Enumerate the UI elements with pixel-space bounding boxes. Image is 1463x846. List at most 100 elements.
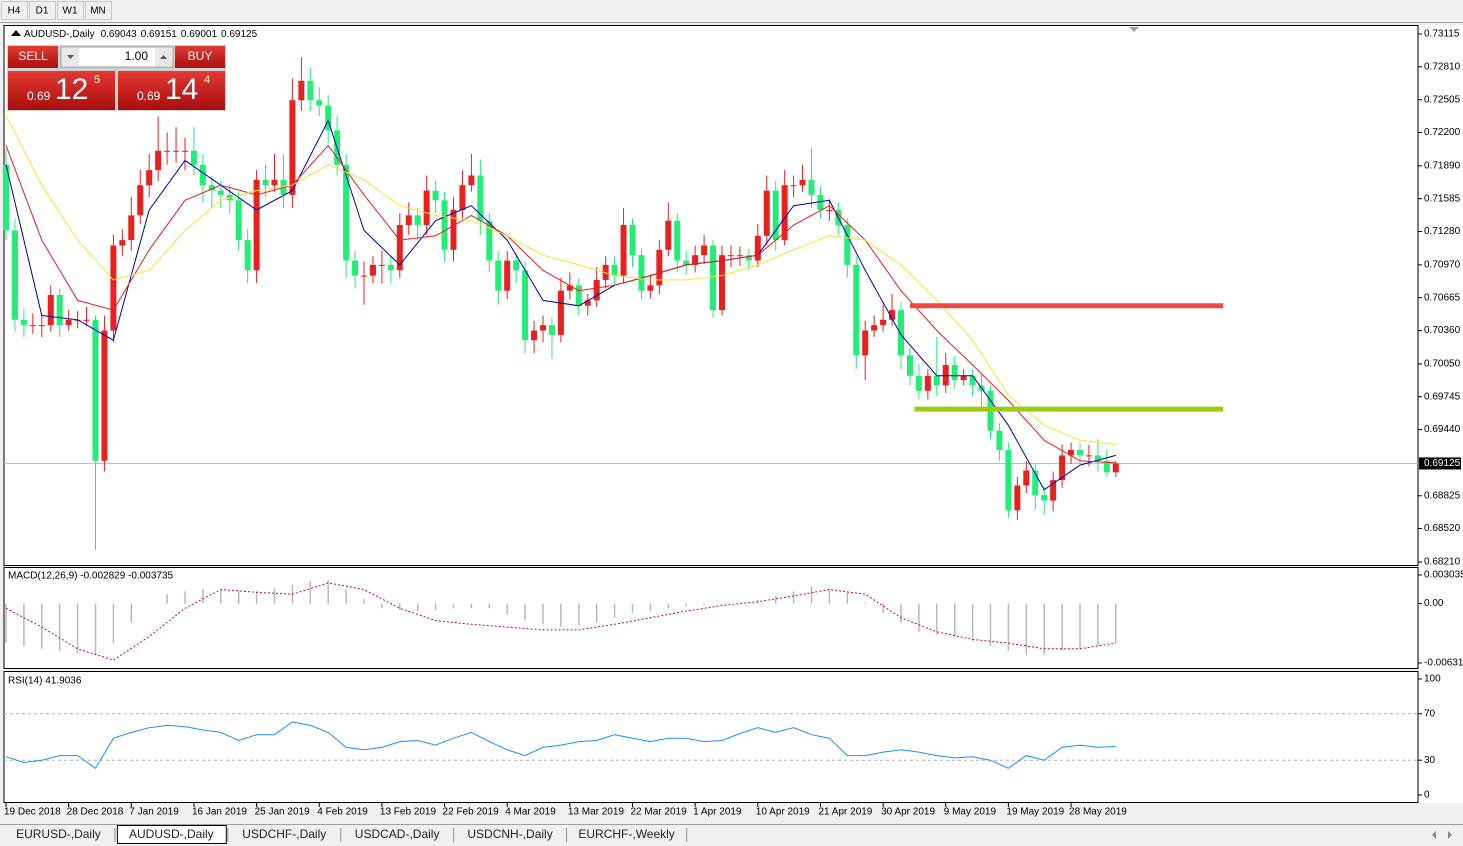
candle-body [396,225,403,271]
candle-body [137,185,144,216]
arrow-up [160,55,167,59]
date-label: 21 Apr 2019 [818,807,872,818]
date-label: 19 Dec 2018 [4,807,61,818]
lot-value: 1.00 [125,49,149,63]
lot-input[interactable] [60,46,174,68]
candle-body [745,255,752,261]
candle-body [47,295,54,326]
candle-body [441,200,448,250]
moving-average [5,115,1116,446]
y-tick-label: 0.68210 [1424,557,1461,568]
tab[interactable] [456,826,565,845]
sell-price-pips: 12 [55,73,88,106]
tab[interactable] [343,826,453,845]
candle-body [486,220,493,261]
candle-body [128,215,135,241]
sell-label: SELL [18,49,48,63]
timeframe-button[interactable] [57,1,84,20]
candle-body [369,264,376,276]
timeframe-button[interactable] [29,1,56,20]
sell-price-box[interactable] [8,71,115,110]
candle-body [504,260,511,291]
candle-body [1103,460,1110,473]
date-label: 1 Apr 2019 [693,807,742,818]
y-tick-label: 0.68520 [1424,523,1461,534]
candle-body [996,430,1003,451]
timeframe-label: D1 [36,6,49,17]
candle-body [289,100,296,195]
candle-body [199,164,206,186]
buy-price-box[interactable] [118,71,225,110]
candle-body [414,215,421,226]
candle-body [1050,480,1057,501]
rsi-y-tick-label: 70 [1424,708,1436,719]
tab-label: USDCNH-,Daily [467,827,552,841]
y-tick-label: 0.72810 [1424,61,1461,72]
low-value: 0.69001 [181,29,218,40]
tab-scroll-arrows[interactable] [1432,831,1452,839]
candle-body [190,150,197,165]
rsi-line [5,721,1116,770]
candle-body [665,220,672,250]
candle-body [477,175,484,221]
candle-body [933,375,940,386]
open-value: 0.69043 [101,29,138,40]
candle-body [513,260,520,271]
candle-body [1059,455,1066,481]
tab[interactable] [230,826,340,845]
candle-body [531,330,538,341]
toolbar [0,0,1463,22]
candle-body [164,150,171,152]
candle-body [110,245,117,331]
macd-y-tick-label: 0.00 [1424,598,1444,609]
candle-body [862,330,869,356]
candle-body [271,179,278,186]
candle-body [727,255,734,257]
macd-y-tick-label: 0.003035 [1424,570,1463,581]
candle-body [1112,463,1119,473]
candle-body [316,100,323,106]
active-tab-label: AUDUSD-,Daily [129,827,214,841]
candle-body [387,264,394,271]
candle-body [647,285,654,291]
candle-body [244,240,251,271]
date-label: 16 Jan 2019 [192,807,247,818]
tab[interactable] [116,825,227,844]
date-label: 7 Jan 2019 [129,807,179,818]
candle-body [683,260,690,265]
date-label: 25 Jan 2019 [255,807,310,818]
buy-button[interactable] [175,46,225,68]
candle-body [119,240,126,246]
candle-body [611,264,618,276]
chart-header: AUDUSD-,Daily 0.69043 0.69151 0.69001 0.6912… [24,29,258,40]
tab-label: USDCAD-,Daily [355,827,440,841]
tab[interactable] [4,826,114,845]
y-tick-label: 0.69745 [1424,391,1461,402]
candle-body [763,190,770,236]
macd-panel [3,567,1419,669]
rsi-panel [3,671,1419,803]
tab-label: USDCHF-,Daily [242,827,326,841]
close-value: 0.69125 [221,29,258,40]
date-label: 9 May 2019 [944,807,997,818]
candle-body [548,325,555,335]
tab-label: EURCHF-,Weekly [578,827,674,841]
y-tick-label: 0.71890 [1424,160,1461,171]
candle-body [1085,455,1092,457]
candle-body [853,264,860,356]
date-label: 4 Mar 2019 [505,807,556,818]
candle-body [182,150,188,152]
candle-body [754,235,761,261]
candle-body [352,260,359,276]
candle-body [38,325,45,327]
tab[interactable] [569,826,686,845]
timeframe-button[interactable] [85,1,112,20]
candle-body [1041,495,1048,501]
y-tick-label: 0.70360 [1424,325,1461,336]
date-label: 28 May 2019 [1069,807,1127,818]
candle-body [522,270,529,341]
sell-button[interactable] [8,46,58,68]
candle-body [898,310,904,356]
timeframe-button[interactable] [1,1,28,20]
